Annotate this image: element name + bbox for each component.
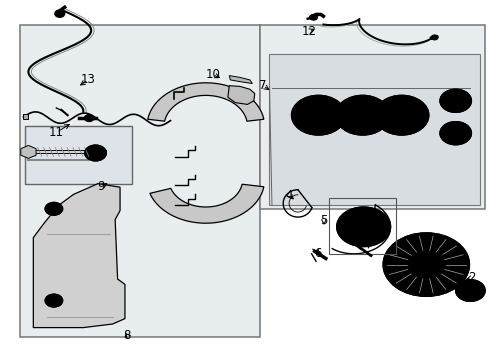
Polygon shape	[228, 86, 255, 104]
Circle shape	[452, 131, 459, 136]
Circle shape	[45, 202, 63, 215]
Circle shape	[401, 278, 409, 283]
Text: 4: 4	[286, 189, 294, 202]
Circle shape	[382, 225, 388, 229]
Circle shape	[310, 14, 318, 20]
Polygon shape	[147, 83, 264, 121]
Circle shape	[371, 211, 377, 215]
Circle shape	[383, 233, 469, 296]
Text: 5: 5	[320, 214, 328, 227]
Circle shape	[382, 100, 422, 130]
Circle shape	[452, 98, 459, 103]
Circle shape	[350, 211, 356, 215]
Text: 11: 11	[49, 126, 64, 139]
Circle shape	[456, 280, 485, 301]
Circle shape	[371, 238, 377, 243]
Circle shape	[343, 100, 383, 130]
Circle shape	[392, 108, 411, 122]
Circle shape	[50, 206, 58, 212]
Circle shape	[444, 278, 452, 283]
Text: 9: 9	[97, 180, 105, 193]
Circle shape	[298, 100, 339, 130]
Text: 12: 12	[301, 25, 316, 38]
Circle shape	[336, 95, 390, 135]
Circle shape	[422, 284, 430, 290]
Polygon shape	[229, 76, 252, 84]
Circle shape	[292, 95, 345, 135]
Circle shape	[407, 250, 446, 279]
Bar	[329, 198, 396, 254]
Bar	[24, 126, 132, 184]
Text: 2: 2	[468, 271, 476, 284]
Circle shape	[447, 127, 465, 140]
Circle shape	[90, 149, 101, 157]
Bar	[20, 25, 260, 337]
Circle shape	[392, 262, 400, 267]
Circle shape	[346, 214, 381, 239]
Circle shape	[431, 35, 438, 40]
Text: 3: 3	[360, 212, 368, 225]
Circle shape	[85, 145, 106, 161]
Circle shape	[45, 294, 63, 307]
Text: 7: 7	[259, 79, 267, 92]
Circle shape	[337, 207, 391, 247]
Text: 1: 1	[437, 247, 445, 260]
Circle shape	[309, 108, 328, 122]
Circle shape	[418, 259, 434, 270]
Circle shape	[84, 114, 94, 122]
Circle shape	[55, 10, 65, 17]
Polygon shape	[23, 114, 28, 119]
Polygon shape	[150, 184, 264, 223]
Circle shape	[453, 262, 461, 267]
Circle shape	[401, 246, 409, 252]
Polygon shape	[269, 54, 480, 205]
Text: 8: 8	[123, 329, 131, 342]
Circle shape	[357, 222, 370, 232]
Circle shape	[353, 108, 372, 122]
Circle shape	[447, 94, 465, 107]
Polygon shape	[21, 145, 36, 158]
Text: 10: 10	[205, 68, 220, 81]
Circle shape	[444, 246, 452, 252]
Circle shape	[339, 225, 345, 229]
Circle shape	[440, 89, 471, 112]
Circle shape	[422, 239, 430, 245]
Text: 6: 6	[314, 247, 321, 260]
Circle shape	[350, 238, 356, 243]
Circle shape	[462, 284, 479, 297]
Circle shape	[440, 122, 471, 145]
Polygon shape	[33, 184, 125, 328]
Bar	[260, 25, 485, 209]
Circle shape	[375, 95, 429, 135]
Circle shape	[50, 298, 58, 303]
Text: 13: 13	[81, 73, 96, 86]
